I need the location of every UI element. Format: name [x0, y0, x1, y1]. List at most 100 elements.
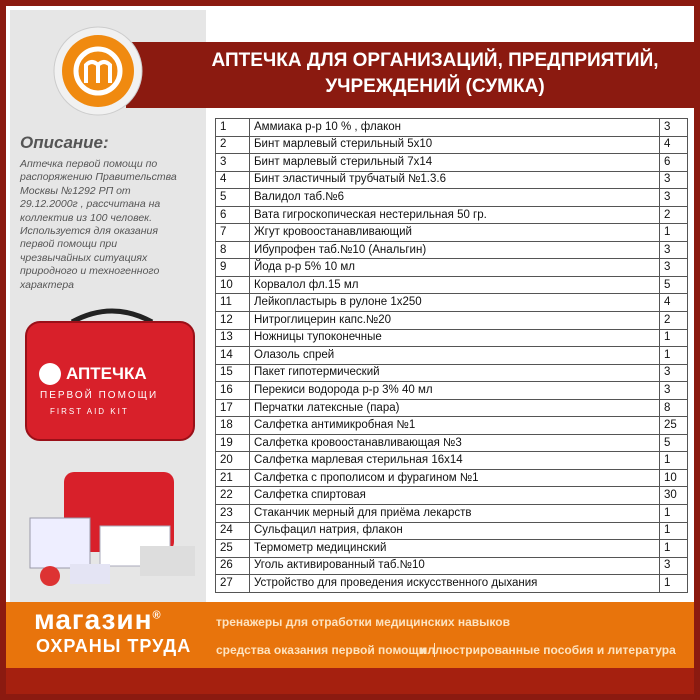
description-heading: Описание:	[20, 133, 109, 152]
quantity: 2	[659, 205, 688, 225]
table-row: 7 Жгут кровоостанавливающий 1	[215, 223, 688, 242]
row-number: 4	[215, 170, 250, 190]
bag	[25, 321, 195, 441]
footer-link[interactable]: тренажеры для отработки медицинских навы…	[216, 615, 510, 629]
item-name: Салфетка спиртовая	[249, 486, 660, 506]
row-number: 23	[215, 504, 250, 523]
row-number: 22	[215, 486, 250, 506]
header-band	[126, 42, 694, 108]
table-row: 1 Аммиака р-р 10 % , флакон 3	[215, 118, 688, 137]
description-line: характера	[20, 278, 74, 291]
quantity: 4	[659, 135, 688, 155]
table-row: 21 Салфетка с прополисом и фурагином №1 10	[215, 468, 688, 488]
table-row: 2 Бинт марлевый стерильный 5х10 4	[215, 135, 688, 155]
footer-link[interactable]: средства оказания первой помощи	[216, 643, 435, 657]
logo	[53, 26, 143, 116]
table-row: 9 Йода р-р 5% 10 мл 3	[215, 258, 688, 277]
bag-label: ПЕРВОЙ ПОМОЩИ	[40, 388, 158, 401]
brand-mark: ®	[152, 609, 162, 622]
description-line: распоряжению Правительства	[20, 171, 177, 184]
row-number: 6	[215, 205, 250, 225]
description-line: 29.12.2000г , рассчитана на	[20, 198, 161, 211]
item-name: Стаканчик мерный для приёма лекарств	[249, 504, 660, 523]
quantity: 1	[659, 328, 688, 348]
row-number: 3	[215, 153, 250, 172]
item-name: Ножницы тупоконечные	[249, 328, 660, 348]
brand-name: магазин	[34, 604, 153, 635]
footer	[6, 602, 694, 668]
table-row: 8 Ибупрофен таб.№10 (Анальгин) 3	[215, 240, 688, 260]
table-row: 12 Нитроглицерин капс.№20 2	[215, 311, 688, 330]
item-name: Устройство для проведения искусственного…	[249, 574, 660, 593]
description: Аптечка первой помощи по распоряжению Пра…	[20, 158, 177, 292]
quantity: 1	[659, 504, 688, 523]
table-row: 3 Бинт марлевый стерильный 7х14 6	[215, 153, 688, 172]
bag-label: FIRST AID KIT	[50, 407, 129, 416]
item-name: Перчатки латексные (пара)	[249, 398, 660, 418]
quantity: 30	[659, 486, 688, 506]
description-line: чрезвычайных ситуациях	[20, 251, 148, 264]
title-line: УЧРЕЖДЕНИЙ (СУМКА)	[325, 76, 545, 97]
row-number: 25	[215, 539, 250, 558]
table-row: 15 Пакет гипотермический 3	[215, 363, 688, 383]
table-row: 4 Бинт эластичный трубчатый №1.3.6 3	[215, 170, 688, 190]
table-row: 5 Валидол таб.№6 3	[215, 188, 688, 207]
table-row: 6 Вата гигроскопическая нестерильная 50 г…	[215, 205, 688, 225]
quantity: 1	[659, 574, 688, 593]
quantity: 8	[659, 398, 688, 418]
description-line: Москвы №1292 РП от	[20, 184, 131, 197]
row-number: 11	[215, 293, 250, 313]
product-images: АПТЕЧКА ПЕРВОЙ ПОМОЩИ FIRST AID KIT	[25, 308, 195, 586]
row-number: 20	[215, 451, 250, 470]
brand: магазин®	[34, 604, 162, 636]
quantity: 4	[659, 293, 688, 313]
item-name: Олазоль спрей	[249, 346, 660, 365]
row-number: 21	[215, 468, 250, 488]
row-number: 1	[215, 118, 250, 137]
item-name: Жгут кровоостанавливающий	[249, 223, 660, 242]
row-number: 9	[215, 258, 250, 277]
quantity: 3	[659, 170, 688, 190]
item-name: Сульфацил натрия, флакон	[249, 521, 660, 541]
row-number: 12	[215, 311, 250, 330]
table-row: 10 Корвалол фл.15 мл 5	[215, 275, 688, 295]
item-name: Салфетка антимикробная №1	[249, 416, 660, 435]
item-name: Салфетка кровоостанавливающая №3	[249, 433, 660, 453]
row-number: 18	[215, 416, 250, 435]
quantity: 1	[659, 223, 688, 242]
row-number: 2	[215, 135, 250, 155]
item-name: Аммиака р-р 10 % , флакон	[249, 118, 660, 137]
row-number: 7	[215, 223, 250, 242]
item-name: Уголь активированный таб.№10	[249, 556, 660, 576]
table-row: 24 Сульфацил натрия, флакон 1	[215, 521, 688, 541]
table-row: 13 Ножницы тупоконечные 1	[215, 328, 688, 348]
item-name: Салфетка марлевая стерильная 16х14	[249, 451, 660, 470]
table-row: 16 Перекиси водорода р-р 3% 40 мл 3	[215, 381, 688, 400]
table-row: 11 Лейкопластырь в рулоне 1х250 4	[215, 293, 688, 313]
quantity: 25	[659, 416, 688, 435]
quantity: 6	[659, 153, 688, 172]
quantity: 3	[659, 381, 688, 400]
row-number: 16	[215, 381, 250, 400]
row-number: 8	[215, 240, 250, 260]
table-row: 27 Устройство для проведения искусственно…	[215, 574, 688, 593]
item-name: Ибупрофен таб.№10 (Анальгин)	[249, 240, 660, 260]
brand-sub: ОХРАНЫ ТРУДА	[36, 636, 192, 656]
card: АПТЕЧКА ДЛЯ ОРГАНИЗАЦИЙ, ПРЕДПРИЯТИЙ, УЧ…	[6, 6, 694, 694]
table-row: 26 Уголь активированный таб.№10 3	[215, 556, 688, 576]
quantity: 3	[659, 258, 688, 277]
footer-link[interactable]: иллюстрированные пособия и литература	[420, 643, 676, 657]
row-number: 10	[215, 275, 250, 295]
item-name: Корвалол фл.15 мл	[249, 275, 660, 295]
description-line: природного и техногенного	[20, 265, 160, 278]
item-name: Йода р-р 5% 10 мл	[249, 258, 660, 277]
row-number: 13	[215, 328, 250, 348]
item-name: Пакет гипотермический	[249, 363, 660, 383]
row-number: 5	[215, 188, 250, 207]
table-row: 18 Салфетка антимикробная №1 25	[215, 416, 688, 435]
table-row: 19 Салфетка кровоостанавливающая №3 5	[215, 433, 688, 453]
row-number: 15	[215, 363, 250, 383]
quantity: 5	[659, 275, 688, 295]
quantity: 1	[659, 539, 688, 558]
item-name: Нитроглицерин капс.№20	[249, 311, 660, 330]
